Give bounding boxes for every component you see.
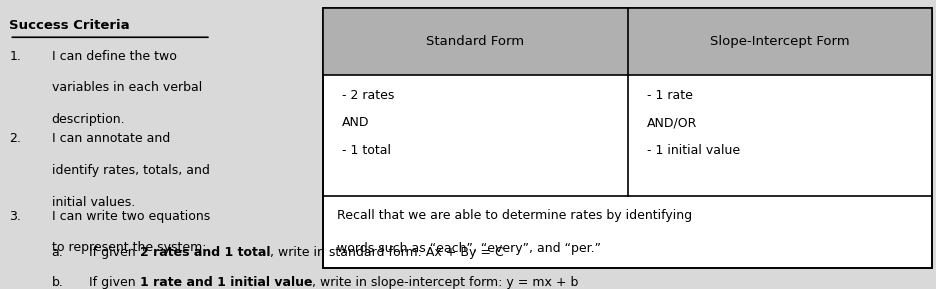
Text: I can write two equations: I can write two equations (51, 210, 210, 223)
FancyBboxPatch shape (323, 8, 931, 75)
Text: a.: a. (51, 246, 64, 259)
Text: - 1 total: - 1 total (342, 144, 390, 157)
Text: to represent the system:: to represent the system: (51, 242, 206, 255)
Text: 2 rates and 1 total: 2 rates and 1 total (139, 246, 270, 259)
Text: I can annotate and: I can annotate and (51, 132, 169, 145)
Text: Standard Form: Standard Form (426, 35, 524, 48)
Text: Success Criteria: Success Criteria (9, 19, 130, 32)
Text: Recall that we are able to determine rates by identifying: Recall that we are able to determine rat… (337, 209, 692, 222)
Text: If given: If given (89, 246, 139, 259)
Text: Slope-Intercept Form: Slope-Intercept Form (709, 35, 849, 48)
Text: words such as “each”, “every”, and “per.”: words such as “each”, “every”, and “per.… (337, 242, 601, 255)
Text: initial values.: initial values. (51, 196, 135, 209)
Text: 1 rate and 1 initial value: 1 rate and 1 initial value (139, 276, 312, 289)
Text: - 2 rates: - 2 rates (342, 89, 394, 102)
FancyBboxPatch shape (323, 8, 931, 268)
Text: identify rates, totals, and: identify rates, totals, and (51, 164, 209, 177)
Text: description.: description. (51, 113, 125, 126)
Text: 3.: 3. (9, 210, 22, 223)
Text: AND/OR: AND/OR (646, 116, 696, 129)
Text: b.: b. (51, 276, 64, 289)
Text: , write in standard form: Ax + By = C: , write in standard form: Ax + By = C (270, 246, 504, 259)
Text: variables in each verbal: variables in each verbal (51, 81, 201, 95)
Text: , write in slope-intercept form: y = mx + b: , write in slope-intercept form: y = mx … (312, 276, 578, 289)
Text: I can define the two: I can define the two (51, 50, 176, 63)
Text: 2.: 2. (9, 132, 22, 145)
Text: 1.: 1. (9, 50, 22, 63)
Text: - 1 initial value: - 1 initial value (646, 144, 739, 157)
Text: - 1 rate: - 1 rate (646, 89, 692, 102)
Text: AND: AND (342, 116, 369, 129)
Text: If given: If given (89, 276, 139, 289)
